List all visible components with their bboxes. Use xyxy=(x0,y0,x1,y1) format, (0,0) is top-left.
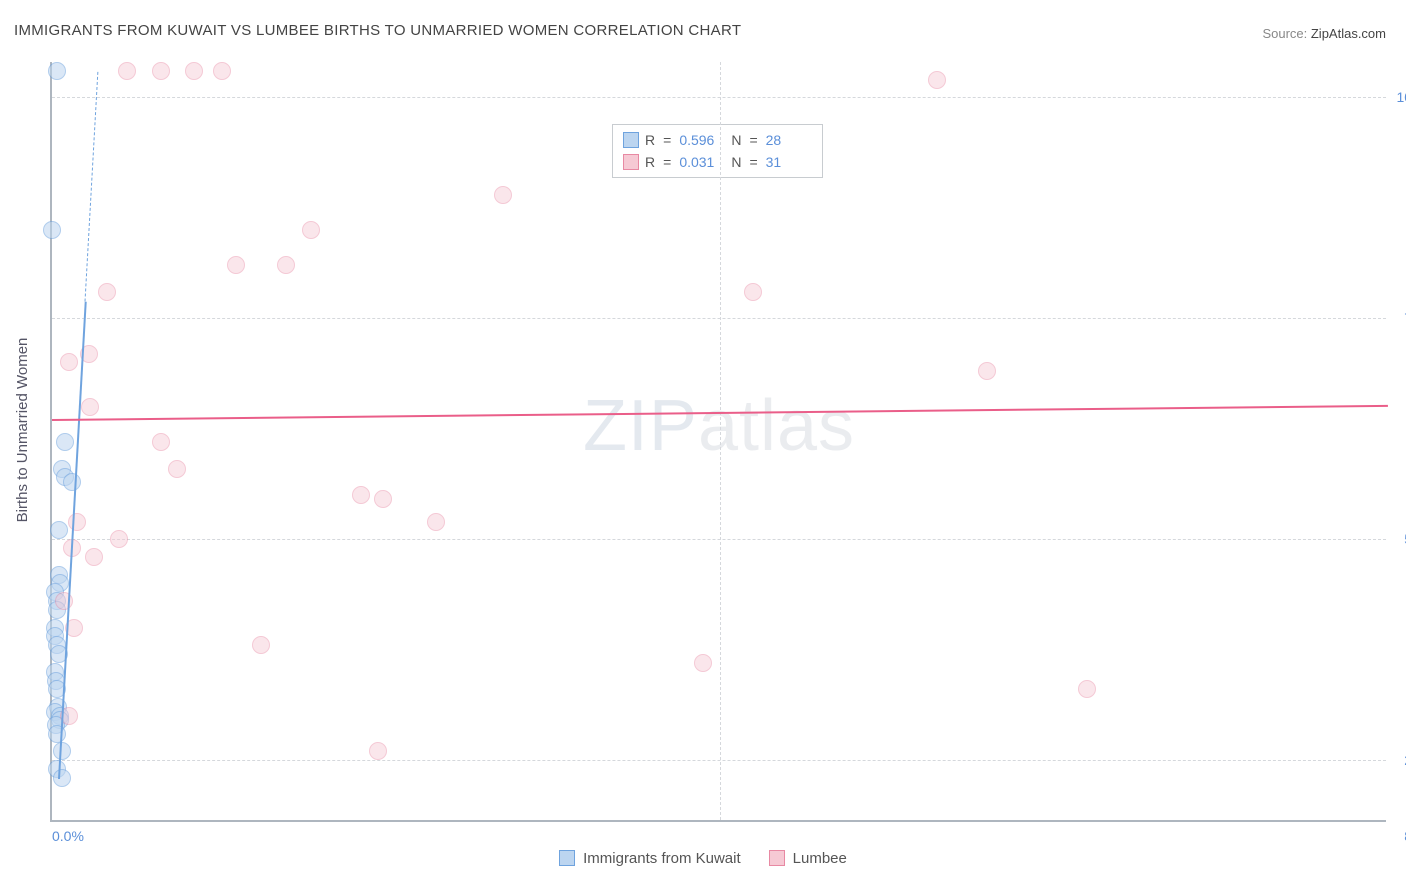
data-point-lumbee xyxy=(213,62,231,80)
data-point-kuwait xyxy=(63,473,81,491)
trendline-extension-kuwait xyxy=(85,71,99,301)
data-point-lumbee xyxy=(374,490,392,508)
legend-label: Immigrants from Kuwait xyxy=(583,850,741,867)
legend-value: 31 xyxy=(766,154,812,170)
data-point-lumbee xyxy=(60,353,78,371)
data-point-lumbee xyxy=(98,283,116,301)
legend-swatch-kuwait xyxy=(559,850,575,866)
watermark-left: ZIP xyxy=(583,386,698,466)
y-axis-label: Births to Unmarried Women xyxy=(14,338,31,523)
data-point-lumbee xyxy=(928,71,946,89)
legend-stat-row-kuwait: R = 0.596 N = 28 xyxy=(623,129,812,151)
legend-eq: = xyxy=(661,154,673,170)
data-point-lumbee xyxy=(118,62,136,80)
legend-eq: = xyxy=(661,132,673,148)
watermark: ZIPatlas xyxy=(583,385,855,467)
data-point-kuwait xyxy=(53,769,71,787)
y-tick-label: 100.0% xyxy=(1394,89,1406,105)
data-point-kuwait xyxy=(50,521,68,539)
data-point-lumbee xyxy=(427,513,445,531)
data-point-lumbee xyxy=(302,221,320,239)
legend-value: 0.031 xyxy=(679,154,725,170)
data-point-lumbee xyxy=(369,742,387,760)
data-point-lumbee xyxy=(694,654,712,672)
data-point-lumbee xyxy=(110,530,128,548)
data-point-kuwait xyxy=(56,433,74,451)
data-point-lumbee xyxy=(168,460,186,478)
gridline-horizontal xyxy=(52,318,1386,319)
chart-title: IMMIGRANTS FROM KUWAIT VS LUMBEE BIRTHS … xyxy=(14,22,741,39)
gridline-horizontal xyxy=(52,539,1386,540)
legend-eq: = xyxy=(747,132,759,148)
data-point-kuwait xyxy=(53,742,71,760)
y-tick-label: 25.0% xyxy=(1394,752,1406,768)
data-point-lumbee xyxy=(227,256,245,274)
y-tick-label: 50.0% xyxy=(1394,531,1406,547)
data-point-lumbee xyxy=(277,256,295,274)
data-point-kuwait xyxy=(48,62,66,80)
gridline-vertical xyxy=(720,62,721,820)
legend-label: Lumbee xyxy=(793,850,847,867)
legend-key: R xyxy=(645,154,655,170)
legend-stats: R = 0.596 N = 28 R = 0.031 N = 31 xyxy=(612,124,823,178)
legend-stat-row-lumbee: R = 0.031 N = 31 xyxy=(623,151,812,173)
legend-swatch-lumbee xyxy=(623,154,639,170)
gridline-horizontal xyxy=(52,97,1386,98)
source-attribution: Source: ZipAtlas.com xyxy=(1262,26,1386,41)
legend-series: Immigrants from Kuwait Lumbee xyxy=(0,850,1406,871)
data-point-kuwait xyxy=(43,221,61,239)
plot-area: ZIPatlas R = 0.596N = 28R = 0.031N = 31 … xyxy=(50,62,1386,822)
x-tick-label: 0.0% xyxy=(52,828,84,844)
legend-swatch-kuwait xyxy=(623,132,639,148)
data-point-lumbee xyxy=(978,362,996,380)
legend-swatch-lumbee xyxy=(769,850,785,866)
data-point-lumbee xyxy=(152,62,170,80)
data-point-lumbee xyxy=(744,283,762,301)
legend-key: N xyxy=(731,132,741,148)
chart-container: IMMIGRANTS FROM KUWAIT VS LUMBEE BIRTHS … xyxy=(0,0,1406,892)
data-point-lumbee xyxy=(68,513,86,531)
legend-key: R xyxy=(645,132,655,148)
legend-value: 28 xyxy=(766,132,812,148)
data-point-lumbee xyxy=(252,636,270,654)
data-point-lumbee xyxy=(152,433,170,451)
data-point-lumbee xyxy=(352,486,370,504)
legend-item-lumbee: Lumbee xyxy=(769,850,847,867)
data-point-lumbee xyxy=(1078,680,1096,698)
data-point-lumbee xyxy=(81,398,99,416)
legend-item-kuwait: Immigrants from Kuwait xyxy=(559,850,741,867)
y-tick-label: 75.0% xyxy=(1394,310,1406,326)
gridline-horizontal xyxy=(52,760,1386,761)
legend-value: 0.596 xyxy=(679,132,725,148)
data-point-lumbee xyxy=(494,186,512,204)
source-label: Source: xyxy=(1262,26,1310,41)
data-point-kuwait xyxy=(48,725,66,743)
data-point-lumbee xyxy=(85,548,103,566)
legend-key: N xyxy=(731,154,741,170)
legend-eq: = xyxy=(747,154,759,170)
data-point-lumbee xyxy=(185,62,203,80)
source-value: ZipAtlas.com xyxy=(1311,26,1386,41)
watermark-right: atlas xyxy=(698,386,855,466)
